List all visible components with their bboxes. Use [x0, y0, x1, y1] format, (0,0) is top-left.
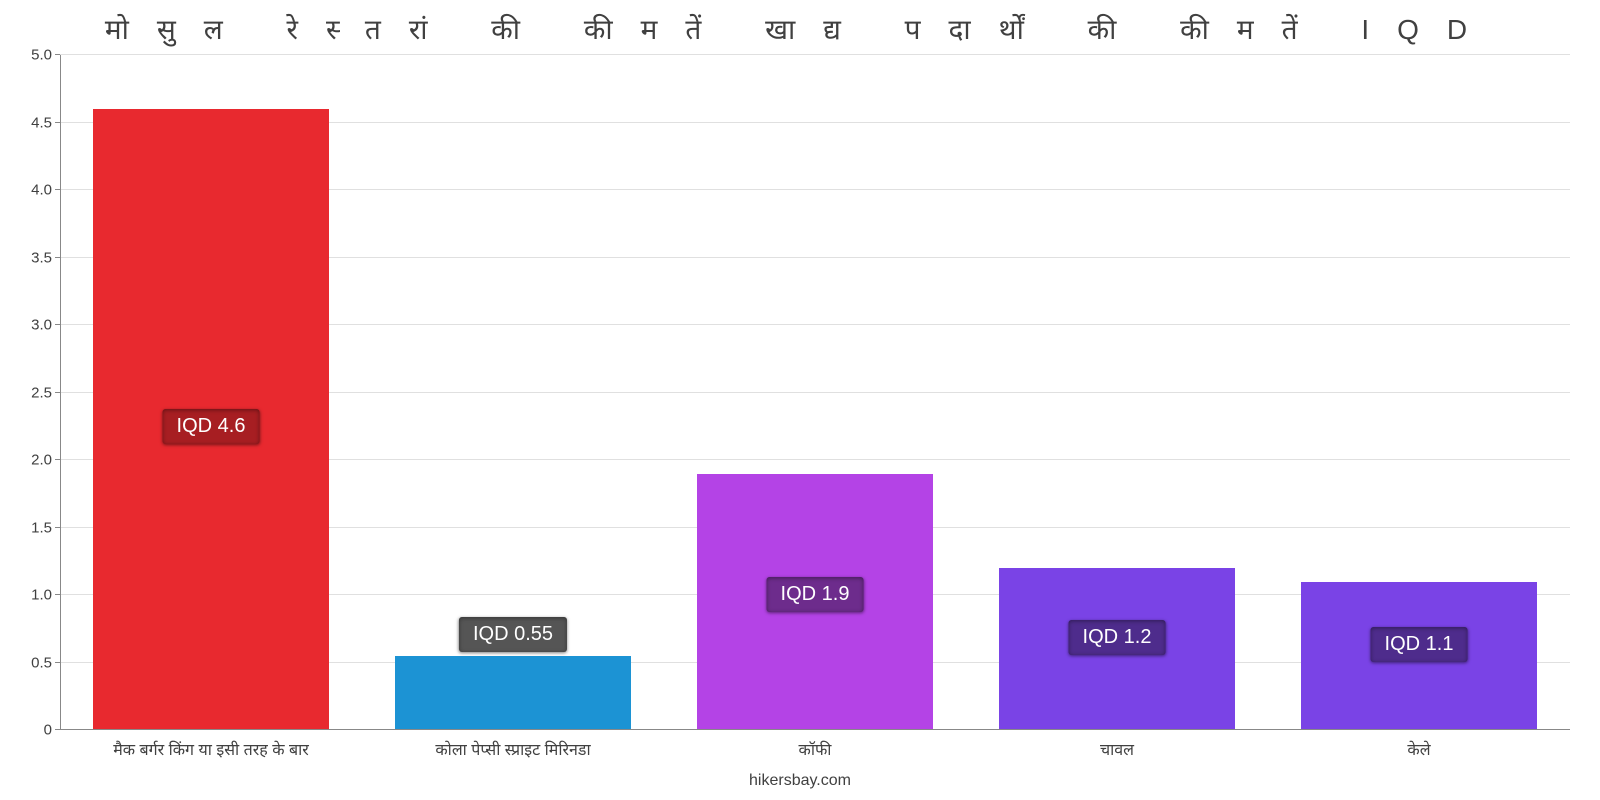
y-tick-label: 5.0: [31, 47, 60, 64]
y-tick-label: 0.5: [31, 654, 60, 671]
x-axis-label: कोला पेप्सी स्प्राइट मिरिनडा: [362, 738, 664, 760]
bar: IQD 1.9: [697, 474, 933, 731]
y-tick-label: 2.5: [31, 384, 60, 401]
bar-slot: IQD 1.9: [664, 55, 966, 730]
y-tick-label: 3.5: [31, 249, 60, 266]
chart-footer: hikersbay.com: [0, 772, 1600, 790]
y-tick-label: 0: [44, 722, 60, 739]
y-tick-label: 1.0: [31, 587, 60, 604]
x-axis-labels: मैक बर्गर किंग या इसी तरह के बारकोला पेप…: [60, 738, 1570, 760]
bar-slot: IQD 0.55: [362, 55, 664, 730]
y-tick-label: 3.0: [31, 317, 60, 334]
bar: IQD 4.6: [93, 109, 329, 730]
price-bar-chart: मोसुल रेस्तरां की कीमतें खाद्य पदार्थों …: [0, 0, 1600, 800]
y-axis-line: [60, 55, 61, 730]
plot-area: 00.51.01.52.02.53.03.54.04.55.0 IQD 4.6I…: [60, 55, 1570, 730]
chart-title: मोसुल रेस्तरां की कीमतें खाद्य पदार्थों …: [0, 10, 1600, 48]
bars-container: IQD 4.6 IQD 0.55 IQD 1.9 IQD 1.2 IQD 1.1: [60, 55, 1570, 730]
x-axis-label: मैक बर्गर किंग या इसी तरह के बार: [60, 738, 362, 760]
bar: IQD 0.55: [395, 656, 631, 730]
bar: IQD 1.2: [999, 568, 1235, 730]
bar-value-badge: IQD 1.1: [1371, 627, 1468, 662]
x-axis-label: केले: [1268, 738, 1570, 760]
y-tick-label: 4.5: [31, 114, 60, 131]
bar-value-badge: IQD 4.6: [163, 409, 260, 444]
x-axis-line: [60, 729, 1570, 730]
y-tick-label: 4.0: [31, 182, 60, 199]
y-tick-label: 1.5: [31, 519, 60, 536]
bar-value-badge: IQD 1.2: [1069, 620, 1166, 655]
bar-slot: IQD 1.1: [1268, 55, 1570, 730]
x-axis-label: चावल: [966, 738, 1268, 760]
y-tick-label: 2.0: [31, 452, 60, 469]
bar-value-badge: IQD 0.55: [459, 617, 567, 652]
bar-slot: IQD 4.6: [60, 55, 362, 730]
bar-value-badge: IQD 1.9: [767, 577, 864, 612]
bar: IQD 1.1: [1301, 582, 1537, 731]
x-axis-label: कॉफी: [664, 738, 966, 760]
bar-slot: IQD 1.2: [966, 55, 1268, 730]
